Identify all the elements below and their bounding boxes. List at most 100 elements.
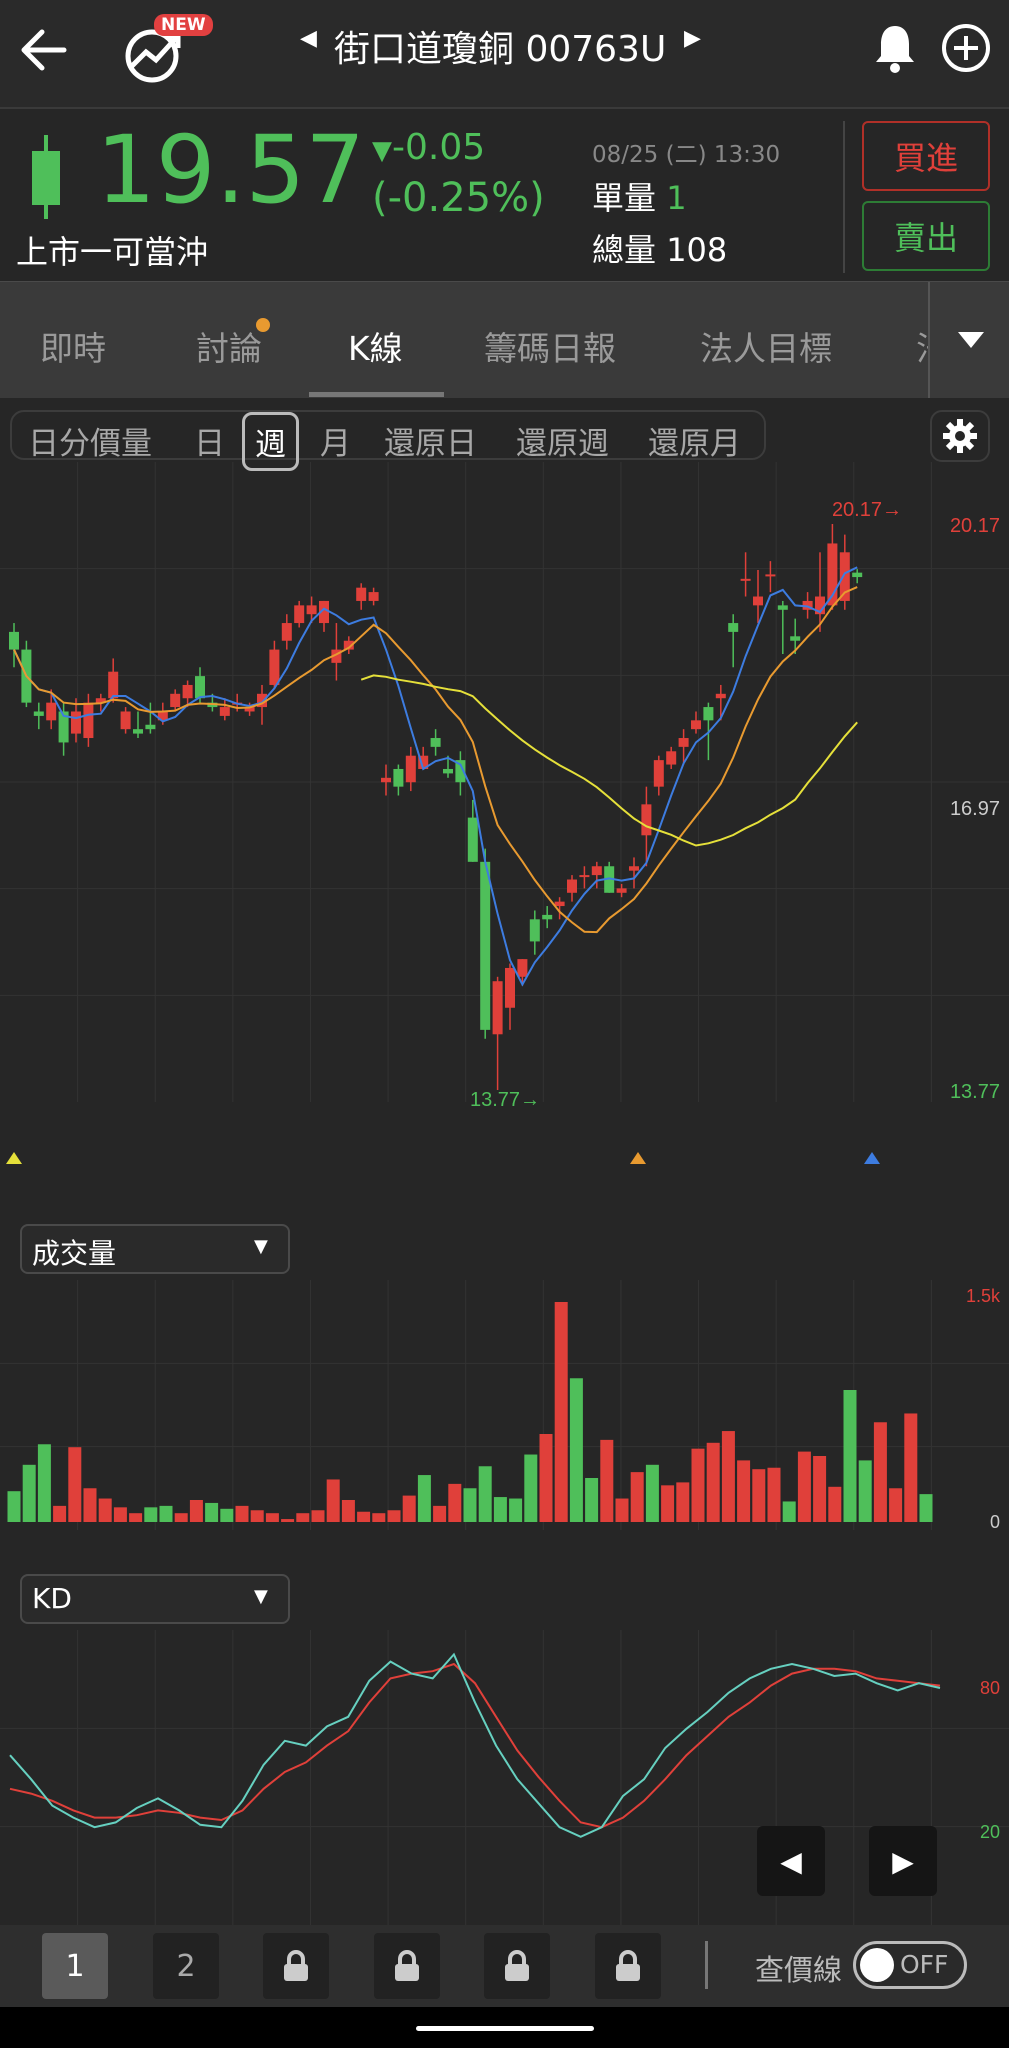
tab-more-partial[interactable]: 法 [916, 322, 928, 370]
tab-overflow-button[interactable] [928, 282, 1009, 398]
volume-bar [721, 1431, 735, 1522]
volume-bar [509, 1498, 523, 1522]
candle-body [529, 919, 540, 942]
marker-triangle-icon [6, 1152, 22, 1164]
tab-institution-target[interactable]: 法人目標 [700, 329, 832, 368]
candle-body [219, 707, 230, 716]
month-label: 06 [732, 1179, 755, 1182]
candle-body [257, 693, 267, 708]
volume-bar [615, 1498, 629, 1522]
volume-bar [569, 1378, 583, 1522]
sell-button[interactable]: 賣出 [862, 201, 990, 271]
locked-page-button[interactable] [374, 1933, 440, 1999]
toggle-state: OFF [900, 1950, 949, 1979]
new-feature-button[interactable]: NEW [118, 14, 213, 84]
tab-active-indicator [309, 392, 444, 397]
candle-body [839, 552, 850, 601]
volume-bar [387, 1510, 401, 1522]
buy-button[interactable]: 買進 [862, 121, 990, 191]
total-volume: 總量 108 [592, 225, 727, 271]
unit-volume-value: 1 [666, 179, 687, 217]
locked-page-button[interactable] [263, 1933, 329, 1999]
kd-indicator-select[interactable]: KD ▼ [20, 1574, 290, 1624]
volume-bar [189, 1500, 203, 1522]
candle-body [591, 866, 602, 876]
month-label: 10 [171, 1179, 194, 1182]
month-label: 12 [311, 1179, 334, 1182]
candle-body [393, 768, 404, 787]
scroll-left-button[interactable]: ◀ [757, 1826, 825, 1896]
month-label: 03 [514, 1179, 537, 1182]
candle-body [195, 676, 205, 699]
volume-bar [904, 1413, 918, 1522]
volume-bar [539, 1434, 553, 1522]
price-line-toggle[interactable]: OFF [853, 1941, 967, 1989]
tab-kline[interactable]: K線 [348, 329, 403, 368]
volume-bar [858, 1460, 872, 1522]
period-month[interactable]: 月 [320, 426, 351, 462]
volume-bar [341, 1500, 355, 1522]
tab-chip-daily[interactable]: 籌碼日報 [484, 329, 616, 368]
candle-body [182, 684, 193, 699]
candle-body [827, 543, 838, 606]
unit-volume: 單量 1 [592, 173, 687, 219]
page-2-button[interactable]: 2 [153, 1933, 219, 1999]
month-label: 09 [108, 1179, 131, 1182]
page-1-button[interactable]: 1 [42, 1933, 108, 1999]
lock-icon [395, 1950, 419, 1981]
right-triangle-icon: ▶ [892, 1844, 914, 1878]
candle-body [703, 707, 714, 721]
ma-long-line [360, 674, 858, 847]
bell-icon[interactable] [872, 20, 918, 74]
volume-bar [524, 1454, 538, 1522]
candle-body [802, 600, 813, 610]
price-axis-label: 16.97 [950, 798, 1000, 820]
volume-bar [281, 1519, 295, 1522]
volume-axis-label: 1.5k [966, 1286, 1001, 1306]
candle-body [294, 605, 305, 624]
candle-body [604, 866, 615, 893]
stock-title: 街口道瓊銅 00763U [334, 29, 667, 70]
volume-indicator-select[interactable]: 成交量 ▼ [20, 1224, 290, 1274]
add-circle-icon[interactable] [940, 22, 992, 74]
lock-icon [505, 1950, 529, 1981]
period-adjusted-week[interactable]: 還原週 [516, 426, 609, 462]
top-app-bar: NEW ◀ 街口道瓊銅 00763U ▶ [0, 0, 1009, 107]
candle-body [269, 649, 280, 685]
unit-volume-label: 單量 [592, 179, 657, 217]
candle-body [852, 572, 863, 578]
quote-datetime: 08/25 (二) 13:30 [592, 142, 781, 168]
kline-chart[interactable]: 20.17 16.97 13.77 20.17→ 13.77→ 08 09 10 11 12 01 0… [0, 462, 1009, 1182]
notification-dot [256, 318, 270, 332]
period-adjusted-day[interactable]: 還原日 [384, 426, 477, 462]
candle-body [740, 578, 751, 581]
volume-bar [220, 1508, 234, 1522]
candle-body [9, 631, 19, 650]
next-stock-arrow-icon[interactable]: ▶ [684, 26, 701, 51]
volume-bar [296, 1513, 310, 1522]
prev-stock-arrow-icon[interactable]: ◀ [300, 26, 317, 51]
tab-realtime[interactable]: 即時 [40, 329, 106, 368]
candle-body [281, 623, 292, 641]
back-arrow-icon[interactable] [18, 24, 70, 76]
ma-mid-line [13, 586, 858, 934]
volume-bar [889, 1488, 903, 1522]
candle-body [368, 592, 379, 601]
locked-page-button[interactable] [484, 1933, 550, 1999]
candle-body [678, 738, 689, 747]
tab-discussion[interactable]: 討論 [196, 329, 262, 368]
period-adjusted-month[interactable]: 還原月 [648, 426, 741, 462]
chart-settings-button[interactable] [930, 410, 990, 462]
locked-page-button[interactable] [595, 1933, 661, 1999]
period-week[interactable]: 週 [242, 412, 299, 471]
scroll-right-button[interactable]: ▶ [869, 1826, 937, 1896]
candle-body [133, 729, 143, 734]
marker-triangle-icon [630, 1152, 646, 1164]
volume-bar [585, 1478, 599, 1522]
period-day[interactable]: 日 [194, 426, 225, 462]
month-label: 05 [654, 1179, 677, 1182]
month-label: 07 [780, 1179, 803, 1182]
period-intraday[interactable]: 日分價量 [28, 426, 152, 462]
price-line-label: 查價線 [755, 1953, 843, 1987]
candle-body [579, 875, 590, 878]
